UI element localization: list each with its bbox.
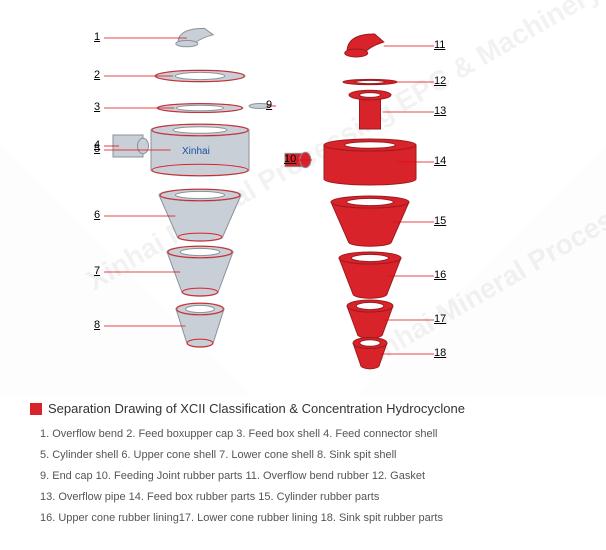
- diagram-area: Xinhai Mineral Processing EPC & Machiner…: [0, 0, 606, 395]
- legend-line-5: 16. Upper cone rubber lining17. Lower co…: [40, 508, 566, 529]
- part-label-2: 2: [94, 69, 100, 81]
- part-label-15: 15: [434, 215, 446, 227]
- part-label-6: 6: [94, 209, 100, 221]
- part-label-17: 17: [434, 313, 446, 325]
- part-label-11: 11: [434, 39, 445, 51]
- part-label-3: 3: [94, 101, 100, 113]
- parts-svg: Xinhai: [0, 0, 606, 395]
- part-label-10: 10: [284, 153, 296, 165]
- part-label-16: 16: [434, 269, 446, 281]
- title-row: Separation Drawing of XCII Classificatio…: [0, 395, 606, 420]
- part-label-13: 13: [434, 105, 446, 117]
- part-label-14: 14: [434, 155, 446, 167]
- part-label-5: 5: [94, 143, 100, 155]
- diagram-title: Separation Drawing of XCII Classificatio…: [48, 401, 465, 416]
- svg-text:Xinhai: Xinhai: [182, 146, 210, 157]
- legend-line-1: 1. Overflow bend 2. Feed boxupper cap 3.…: [40, 424, 566, 445]
- part-label-12: 12: [434, 75, 446, 87]
- legend-line-2: 5. Cylinder shell 6. Upper cone shell 7.…: [40, 445, 566, 466]
- legend-line-4: 13. Overflow pipe 14. Feed box rubber pa…: [40, 487, 566, 508]
- part-label-18: 18: [434, 347, 446, 359]
- part-label-1: 1: [94, 31, 100, 43]
- legend: 1. Overflow bend 2. Feed boxupper cap 3.…: [0, 420, 606, 528]
- title-marker-icon: [30, 403, 42, 415]
- part-label-7: 7: [94, 265, 100, 277]
- part-label-8: 8: [94, 319, 100, 331]
- legend-line-3: 9. End cap 10. Feeding Joint rubber part…: [40, 466, 566, 487]
- part-label-9: 9: [266, 99, 272, 111]
